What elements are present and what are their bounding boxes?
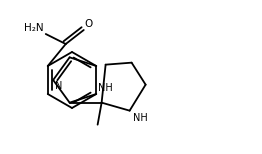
Text: N: N [55, 81, 63, 91]
Text: O: O [85, 19, 93, 29]
Text: NH: NH [133, 113, 147, 123]
Text: NH: NH [98, 83, 113, 93]
Text: H₂N: H₂N [24, 23, 44, 33]
